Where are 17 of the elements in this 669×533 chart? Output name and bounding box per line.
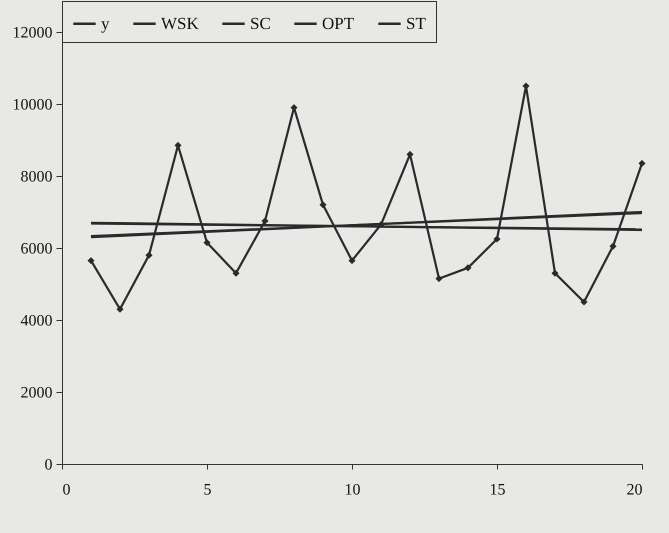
x-tick-label: 0: [62, 482, 70, 498]
legend-label: ST: [406, 14, 426, 33]
y-tick-label: 2000: [20, 384, 52, 402]
y-tick-label: 6000: [20, 240, 52, 258]
legend-label: y: [101, 14, 110, 33]
y-tick-label: 10000: [12, 96, 52, 114]
y-tick-label: 12000: [12, 24, 52, 42]
x-tick-label: 5: [204, 482, 212, 498]
x-tick-label: 10: [344, 482, 360, 498]
legend-label: OPT: [322, 14, 355, 33]
x-tick-label: 15: [490, 482, 506, 498]
x-tick-label: 20: [626, 482, 642, 498]
y-tick-label: 8000: [20, 168, 52, 186]
legend-label: SC: [250, 14, 271, 33]
legend-label: WSK: [161, 14, 200, 33]
y-tick-label: 0: [44, 456, 52, 474]
y-tick-label: 4000: [20, 312, 52, 330]
